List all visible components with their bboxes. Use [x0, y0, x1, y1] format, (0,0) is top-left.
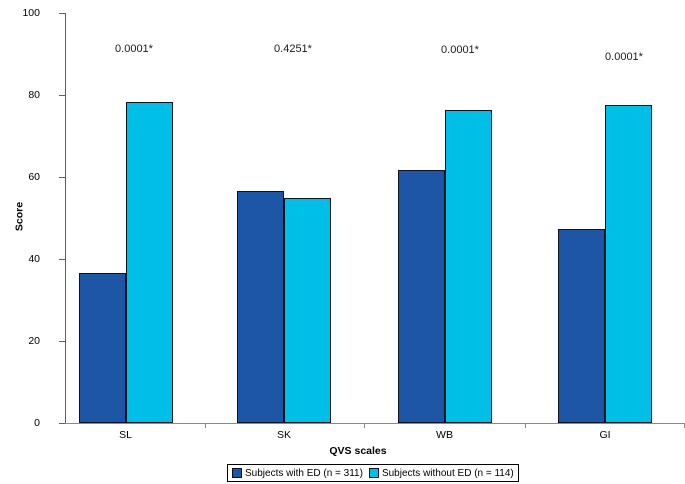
legend-item: Subjects without ED (n = 114) — [368, 467, 514, 479]
x-tick-label: SL — [119, 429, 132, 441]
bar-series1-sk — [237, 190, 284, 423]
p-value-annotation: 0.0001* — [441, 44, 479, 56]
y-tick-label: 100 — [22, 7, 40, 19]
y-axis-tick — [59, 423, 65, 424]
x-tick-label: WB — [436, 429, 453, 441]
y-axis-tick — [59, 13, 65, 14]
x-tick-label: GI — [599, 429, 611, 441]
x-axis-tick — [205, 423, 206, 428]
y-tick-label: 20 — [28, 335, 40, 347]
y-axis-tick — [59, 95, 65, 96]
bar-series2-wb — [444, 109, 492, 423]
legend: Subjects with ED (n = 311) Subjects witho… — [227, 464, 519, 482]
y-axis-tick — [59, 341, 65, 342]
x-axis-title: QVS scales — [329, 445, 387, 457]
y-axis-tick — [59, 177, 65, 178]
bar-series2-sl — [125, 101, 173, 423]
bar-series2-sk — [284, 198, 331, 423]
p-value-annotation: 0.0001* — [115, 43, 153, 55]
legend-swatch-icon — [232, 468, 242, 478]
legend-label: Subjects without ED (n = 114) — [381, 467, 514, 479]
y-axis-tick — [59, 259, 65, 260]
legend-label: Subjects with ED (n = 311) — [245, 467, 363, 479]
y-tick-label: 40 — [28, 253, 40, 265]
y-axis-line — [65, 13, 66, 423]
x-axis-tick — [364, 423, 365, 428]
bar-series2-gi — [605, 105, 652, 423]
legend-swatch-icon — [368, 468, 379, 478]
y-tick-label: 60 — [28, 171, 40, 183]
bar-series1-gi — [558, 229, 605, 423]
bar-series1-sl — [78, 272, 126, 423]
y-tick-label: 0 — [34, 417, 40, 429]
p-value-annotation: 0.0001* — [605, 51, 643, 63]
p-value-annotation: 0.4251* — [274, 43, 312, 55]
y-tick-label: 80 — [28, 89, 40, 101]
bar-series1-wb — [397, 170, 445, 423]
legend-item: Subjects with ED (n = 311) — [232, 468, 363, 479]
x-tick-label: SK — [276, 429, 291, 441]
x-axis-tick — [524, 423, 526, 428]
x-axis-line — [65, 423, 685, 424]
